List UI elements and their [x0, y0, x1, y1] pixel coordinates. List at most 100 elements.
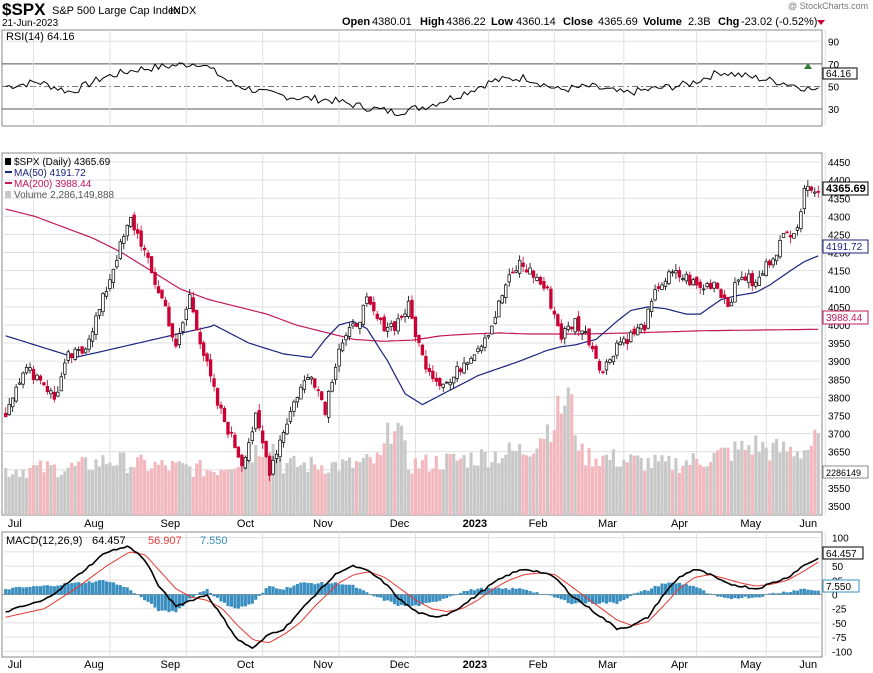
volume-bar — [684, 460, 688, 515]
candle-body — [142, 247, 147, 251]
candle-body — [431, 370, 435, 379]
volume-bar — [490, 462, 494, 515]
macd-hist-bar — [156, 594, 161, 612]
candle-body — [476, 348, 480, 352]
macd-hist-bar — [278, 588, 282, 595]
close-value: 4365.69 — [598, 16, 638, 28]
volume-bar — [688, 464, 692, 515]
candle-body — [698, 281, 702, 288]
volume-bar — [177, 461, 181, 515]
macd-hist-bar — [542, 594, 546, 595]
x-tick-label: Aug — [84, 518, 104, 530]
candle-body — [188, 294, 192, 310]
volume-bar — [66, 467, 70, 515]
macd-hist-bar — [292, 585, 296, 595]
close-badge — [822, 181, 869, 196]
macd-hist-bar — [698, 588, 702, 595]
candle-body — [278, 439, 282, 458]
candle-body — [215, 388, 220, 406]
volume-bar — [559, 413, 563, 515]
volume-bar — [42, 472, 46, 515]
open-value: 4380.01 — [372, 16, 412, 28]
volume-bar — [573, 435, 577, 515]
ma200-line — [5, 208, 819, 342]
candle-body — [757, 276, 761, 286]
macd-hist-bar — [775, 593, 779, 595]
macd-hist-bar — [167, 594, 171, 613]
volume-bar — [271, 443, 275, 515]
macd-hist-bar — [195, 594, 199, 595]
candle-body — [267, 456, 272, 476]
candle-body — [361, 304, 366, 325]
price-tick-label: 3500 — [828, 502, 851, 513]
price-legend-title: $SPX (Daily) 4365.69 — [14, 157, 111, 168]
volume-bar — [25, 477, 29, 515]
candle-body — [781, 233, 786, 238]
volume-bar — [448, 454, 452, 515]
open-label: Open — [342, 16, 370, 28]
volume-bar — [215, 475, 220, 515]
candle-body — [438, 378, 442, 387]
volume-bar — [261, 457, 265, 515]
x-tick-label: Nov — [313, 659, 333, 671]
candle-body — [722, 294, 727, 298]
macd-hist-bar — [469, 589, 473, 595]
volume-bar — [750, 454, 754, 515]
candle-body — [795, 227, 800, 231]
macd-hist-bar — [608, 594, 612, 603]
macd-hist-bar — [375, 594, 379, 598]
chg-label: Chg — [718, 16, 739, 28]
candle-body — [219, 404, 223, 409]
volume-bar — [132, 467, 136, 515]
macd-hist-bar — [143, 594, 147, 601]
volume-bar — [677, 472, 681, 515]
candle-body — [28, 367, 32, 371]
candle-body — [670, 271, 675, 274]
volume-bar — [77, 461, 81, 515]
candle-body — [76, 349, 81, 351]
volume-bar — [209, 470, 213, 515]
macd-hist-bar — [219, 594, 223, 602]
volume-bar — [479, 449, 484, 515]
macd-hist-bar — [716, 594, 720, 597]
volume-bar — [38, 460, 43, 515]
candle-body — [302, 380, 307, 390]
candle-body — [73, 348, 77, 360]
macd-hist-bar — [205, 589, 209, 595]
rsi-value-badge — [822, 67, 858, 80]
volume-bar — [49, 465, 53, 515]
volume-bar — [281, 473, 286, 515]
macd-hist-bar — [372, 594, 376, 597]
candle-body — [639, 323, 643, 330]
candle-body — [125, 224, 129, 237]
volume-bar — [716, 450, 720, 515]
volume-bar — [396, 422, 400, 515]
candle-body — [101, 293, 105, 313]
volume-bar — [445, 453, 449, 515]
candle-body — [653, 289, 657, 301]
macd-hist-bar — [549, 594, 553, 596]
macd-hist-bar — [66, 584, 70, 595]
macd-hist-bar — [42, 585, 46, 595]
exchange-label: INDX — [170, 5, 197, 17]
macd-hist-bar — [25, 587, 29, 595]
volume-bar — [785, 452, 789, 515]
candle-body — [198, 331, 202, 345]
volume-bar — [257, 456, 261, 515]
macd-hist-bar — [94, 581, 98, 595]
macd-hist-bar — [334, 582, 338, 595]
candle-body — [681, 278, 685, 280]
candle-body — [417, 334, 421, 343]
x-tick-label: Jun — [799, 659, 817, 671]
candle-body — [382, 316, 386, 332]
candle-body — [806, 185, 810, 191]
volume-bar — [56, 477, 60, 515]
macd-hist-bar — [538, 594, 543, 595]
volume-bar — [584, 465, 588, 515]
volume-bar — [757, 451, 761, 515]
candle-body — [507, 274, 511, 283]
candle-body — [778, 240, 782, 258]
macd-hist-bar — [771, 592, 775, 595]
candle-body — [11, 397, 15, 408]
candle-body — [281, 432, 286, 443]
